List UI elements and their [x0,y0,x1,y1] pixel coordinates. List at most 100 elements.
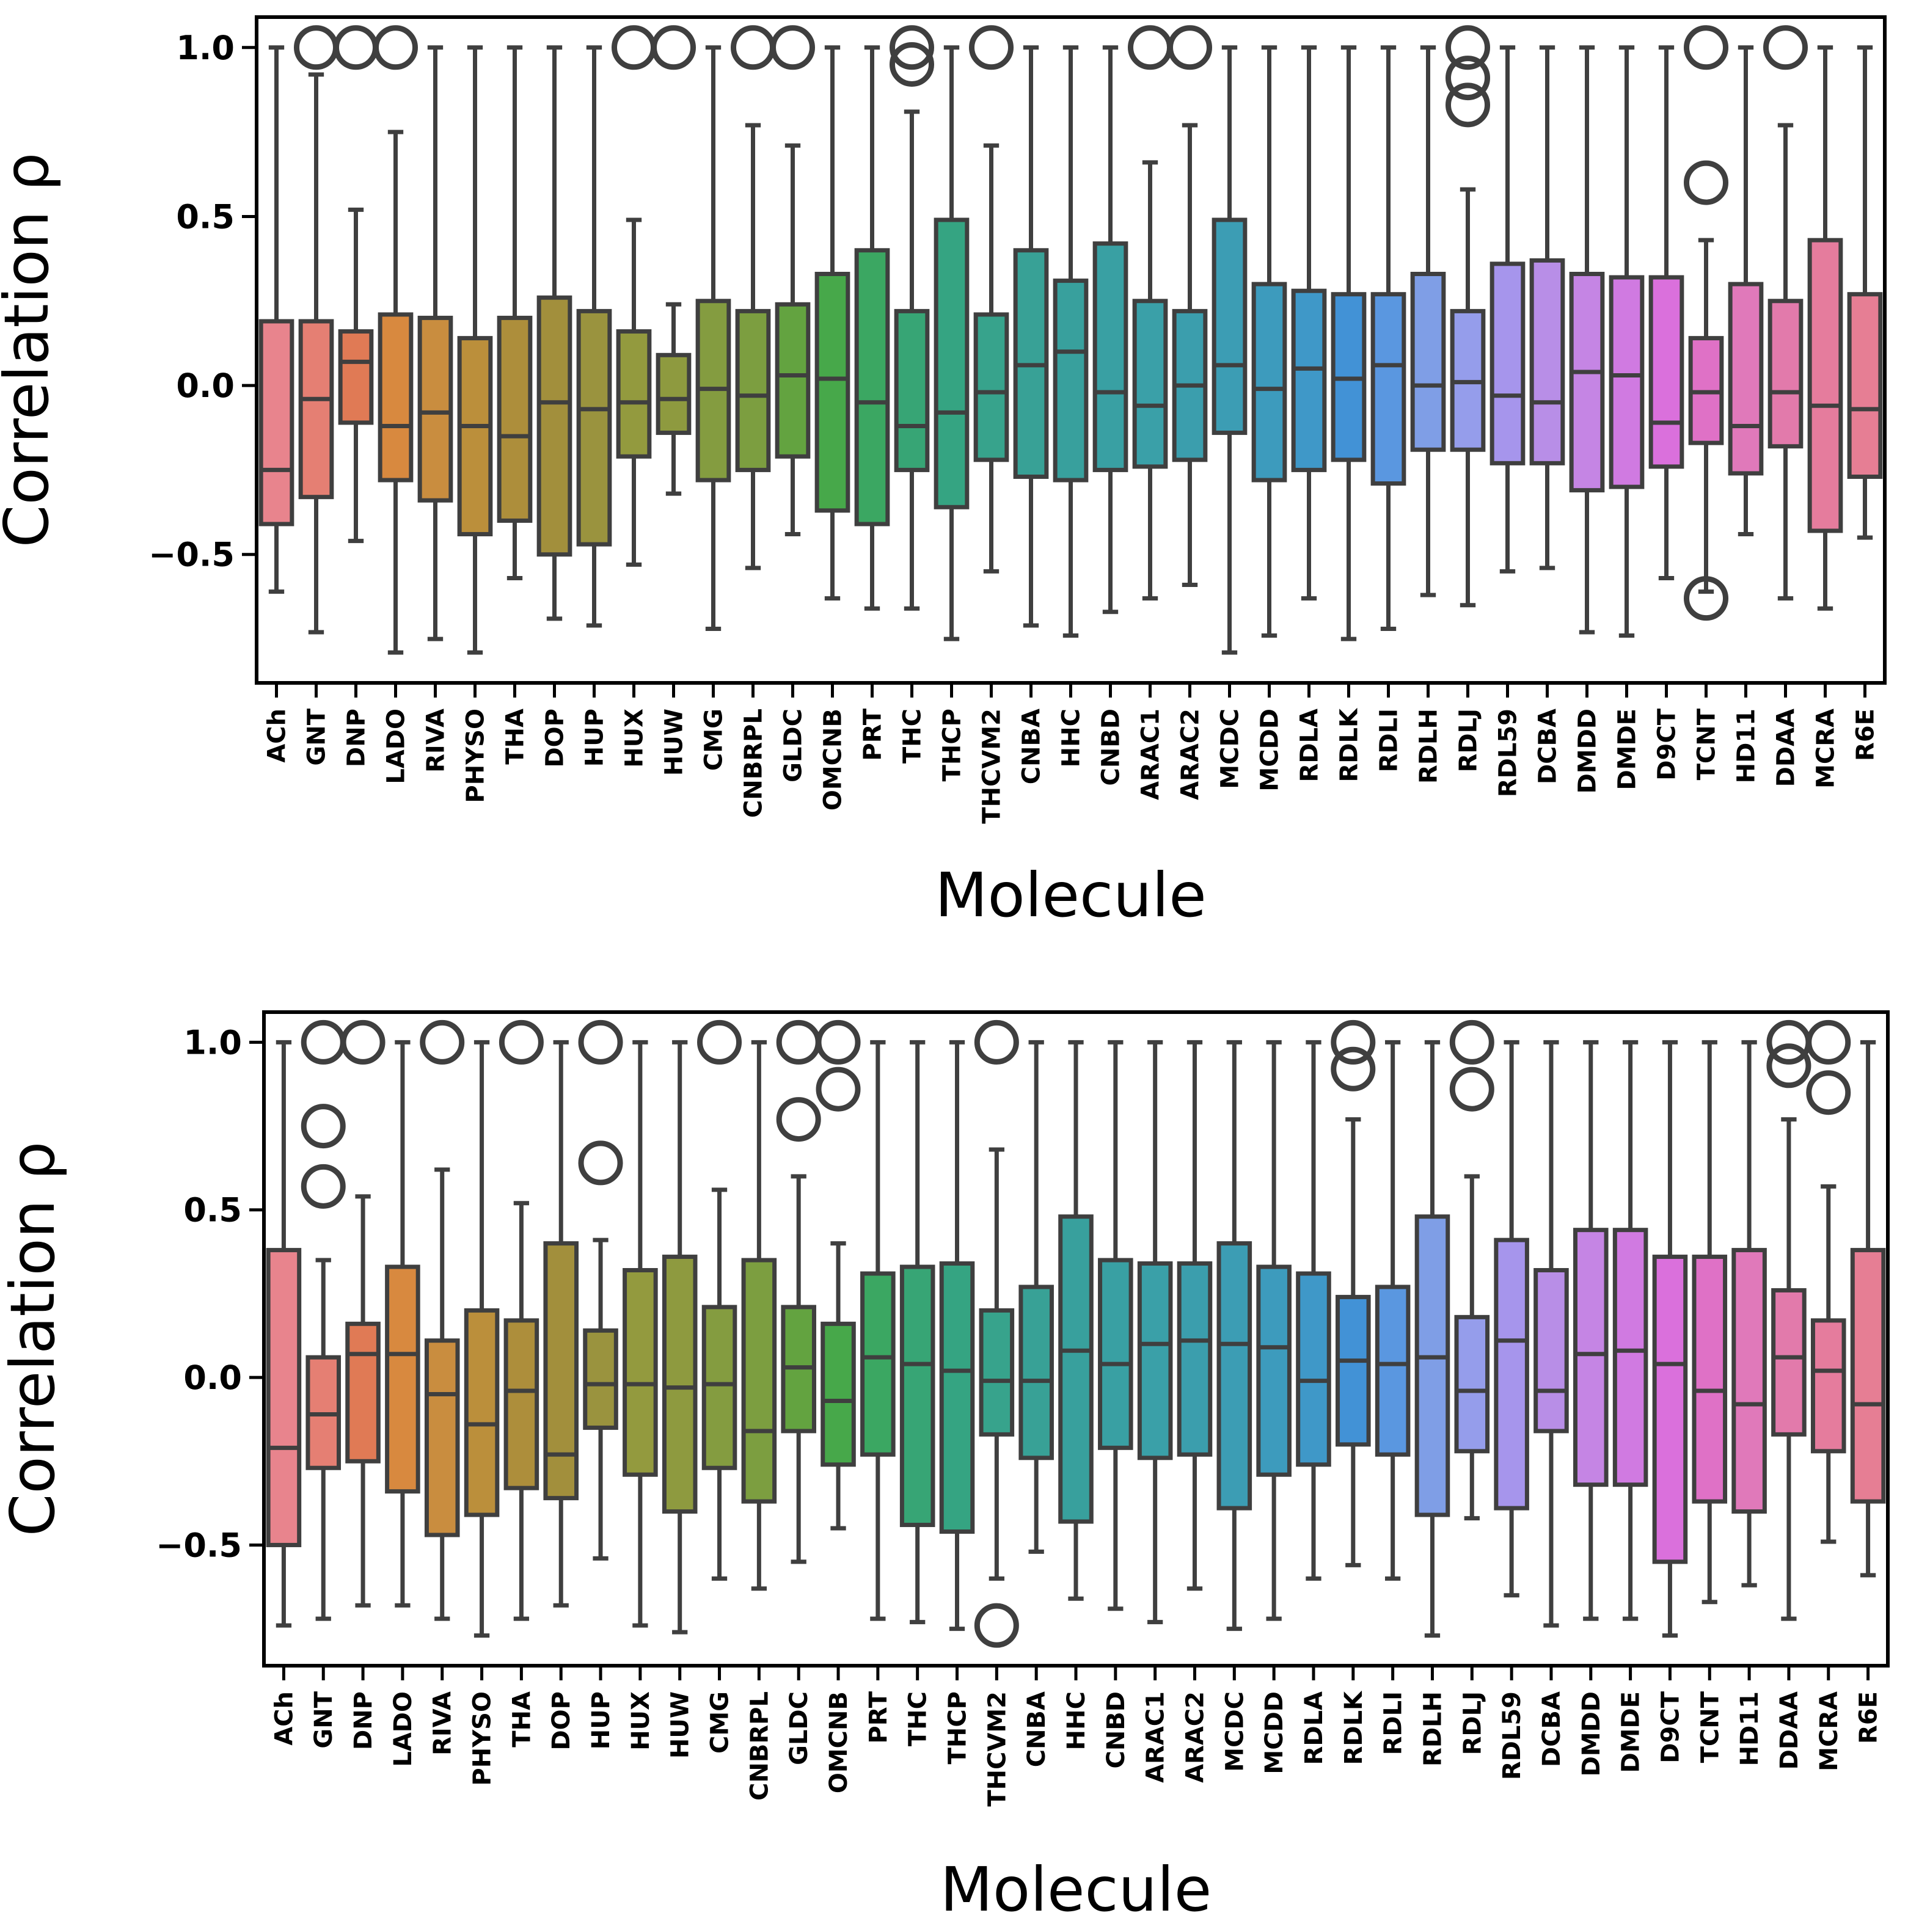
x-tick-label: DDAA [1775,1691,1804,1770]
box-iqr [860,1271,896,1457]
outlier-point [1128,25,1172,70]
x-tick-label: MCRA [1815,1691,1843,1771]
box-R6E [1850,1040,1886,1578]
x-tick-label: HUX [621,709,649,768]
outlier-point [816,1066,861,1112]
outlier-point [612,25,656,70]
box-iqr [457,336,493,537]
x-tick-label: THA [502,709,530,765]
box-iqr [1489,261,1526,465]
box-HUW [651,25,696,496]
box-iqr [266,1248,302,1547]
box-CNBD [1098,1040,1133,1611]
box-RDL59 [1489,45,1526,574]
x-tick-label: R6E [1852,709,1880,761]
x-tick-label: CNBD [1102,1691,1130,1769]
box-HUX [612,25,656,567]
box-iqr [385,1264,420,1494]
box-iqr [1569,272,1605,493]
box-PRT [854,45,890,611]
x-tick-label: ACh [263,709,291,763]
box-iqr [662,1255,698,1514]
y-tick-label: 0.0 [183,1358,242,1397]
box-iqr [1018,1285,1054,1460]
box-MCRA [1807,45,1843,611]
x-tick-label: PHYSO [469,1691,497,1786]
box-DNP [340,1019,386,1608]
outlier-point [1449,1019,1494,1065]
x-tick-label: D9CT [1653,708,1681,780]
x-tick-label: RDLA [1300,1691,1328,1765]
box-THA [497,45,533,580]
box-iqr [821,1321,856,1467]
x-tick-label: RDLJ [1458,1691,1486,1755]
x-tick-label: DOP [541,709,569,768]
box-DDAA [1763,25,1808,601]
box-THCVM2 [974,1019,1019,1648]
box-iqr [1216,1241,1252,1511]
y-tick-label: 0.5 [176,197,235,236]
outlier-point [1763,25,1808,70]
outlier-point [499,1019,544,1065]
box-iqr [1251,282,1287,483]
outlier-point [301,1019,346,1065]
box-RDLK [1331,45,1367,641]
box-THA [499,1019,544,1621]
box-iqr [503,1318,539,1490]
box-iqr [1771,1288,1807,1437]
box-RDLA [1291,45,1327,601]
x-tick-label: THCVM2 [983,1691,1011,1807]
box-iqr [899,1264,935,1528]
outlier-point [373,25,418,70]
box-iqr [417,315,453,503]
box-iqr [298,319,334,500]
box-DMDD [1569,45,1605,635]
x-tick-label: RDLA [1296,709,1324,782]
box-iqr [735,308,771,472]
box-MCDD [1256,1040,1292,1621]
box-iqr [543,1241,579,1501]
outlier-point [1449,1066,1494,1112]
box-iqr [1092,241,1128,472]
box-CNBRPL [731,25,775,570]
box-HHC [1058,1040,1094,1601]
x-tick-label: CNBA [1023,1691,1051,1767]
box-MCDC [1216,1040,1252,1631]
x-tick-label: GNT [303,708,331,765]
box-GNT [301,1019,346,1621]
box-GLDC [776,1019,821,1564]
box-HUP [576,45,612,628]
outlier-point [1806,1070,1851,1115]
box-THCP [939,1040,975,1631]
x-tick-label: GNT [310,1691,338,1748]
box-DDAA [1766,1019,1811,1621]
box-RIVA [420,1019,465,1621]
box-D9CT [1652,1040,1688,1638]
x-tick-label: LADO [389,1691,417,1767]
x-tick-label: ACh [270,1691,298,1746]
x-tick-label: THCP [938,709,967,781]
x-tick-label: ARAC2 [1181,1691,1209,1783]
y-tick-label: 1.0 [183,1023,242,1062]
x-tick-label: DMDE [1614,709,1642,790]
outlier-point [697,1019,742,1065]
x-tick-label: THC [904,1691,932,1746]
box-CNBA [1013,45,1049,628]
x-tick-label: HUP [581,709,609,767]
box-HHC [1053,45,1089,638]
box-CNBRPL [741,1040,777,1591]
box-iqr [1648,275,1684,469]
x-tick-label: RDLI [1375,709,1403,772]
outlier-point [578,1019,623,1065]
box-iqr [979,1308,1015,1437]
box-iqr [623,1268,658,1477]
x-tick-label: THCP [944,1691,972,1764]
box-HD11 [1728,45,1764,537]
y-axis-label: Correlation ρ [0,1142,68,1537]
box-CMG [695,45,731,631]
box-iqr [701,1305,737,1470]
box-iqr [1529,258,1565,465]
outlier-point [1684,160,1728,205]
x-axis-label: Molecule [940,1854,1212,1925]
